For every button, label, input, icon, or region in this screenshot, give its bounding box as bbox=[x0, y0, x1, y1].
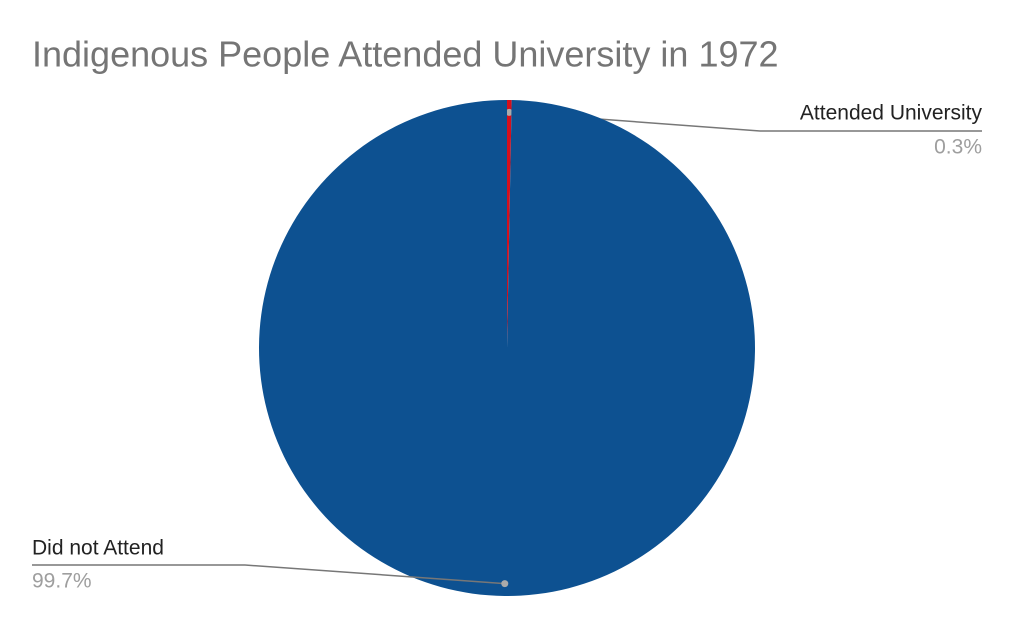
pie-slice bbox=[507, 100, 512, 348]
slice-label: Attended University bbox=[800, 102, 983, 125]
callout-dot bbox=[501, 580, 509, 588]
chart-title: Indigenous People Attended University in… bbox=[32, 34, 779, 75]
callout-line bbox=[32, 564, 505, 585]
callout-dot bbox=[505, 108, 513, 116]
value-label: 0.3% bbox=[934, 136, 982, 159]
value-label: 99.7% bbox=[32, 570, 92, 593]
pie-slice bbox=[258, 100, 755, 596]
slice-label: Did not Attend bbox=[32, 537, 164, 560]
